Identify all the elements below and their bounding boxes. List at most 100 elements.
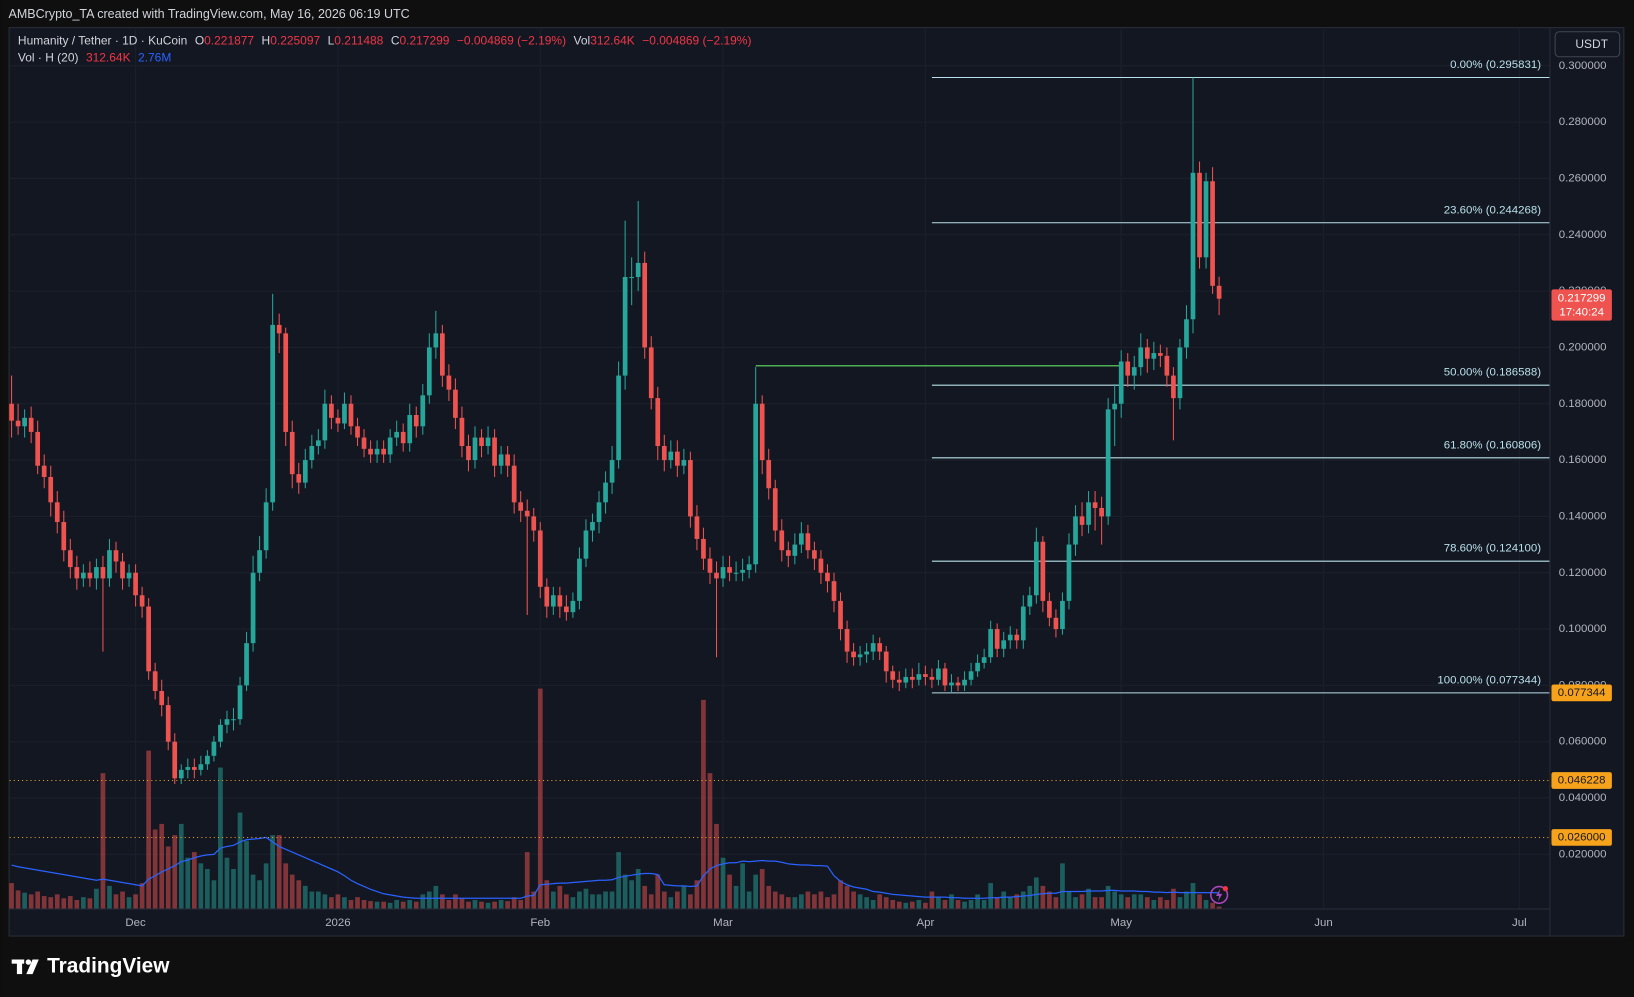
volume-bar <box>550 891 556 909</box>
candle-body <box>1197 172 1202 258</box>
volume-bar <box>1171 888 1176 909</box>
alert-icon[interactable] <box>1210 885 1229 905</box>
volume-bar <box>772 891 778 909</box>
candle-body <box>1203 181 1209 258</box>
candle-body <box>1020 606 1026 641</box>
y-tick-label: 0.040000 <box>1559 792 1607 804</box>
candle-body <box>916 674 922 680</box>
volume-bar <box>661 891 667 909</box>
x-tick-label: Mar <box>713 917 733 929</box>
candle-body <box>322 403 328 441</box>
candle-body <box>459 417 465 446</box>
candle-body <box>727 567 732 573</box>
price-box <box>1551 289 1612 321</box>
volume-bar <box>583 888 589 909</box>
volume-bar <box>1001 891 1007 909</box>
volume-bar <box>296 880 302 909</box>
candle-body <box>694 516 700 539</box>
candle-body <box>100 567 106 579</box>
candle-body <box>342 403 347 424</box>
candle-body <box>890 671 896 680</box>
candle-body <box>864 651 869 655</box>
volume-title: Vol · H (20) <box>18 51 79 65</box>
candle-body <box>374 448 380 455</box>
volume-bar <box>1079 894 1085 909</box>
volume-bar <box>785 897 791 909</box>
candle-body <box>74 567 80 579</box>
candle-body <box>492 437 497 466</box>
volume-bar <box>524 852 530 909</box>
volume-bar <box>498 899 504 909</box>
fib-axis-box <box>1551 684 1612 702</box>
volume-bar <box>916 899 922 909</box>
currency-box[interactable] <box>1554 31 1621 58</box>
candle-body <box>596 502 602 523</box>
countdown: 17:40:24 <box>1559 306 1604 318</box>
candle-body <box>35 431 41 466</box>
volume-bar <box>981 899 987 909</box>
volume-bar <box>537 688 543 909</box>
fib-axis-label: 0.077344 <box>1558 687 1606 699</box>
volume-bar <box>231 868 236 909</box>
candle-body <box>413 415 419 427</box>
volume-bar <box>1092 897 1098 909</box>
volume-bar <box>165 846 171 909</box>
candle-body <box>466 445 471 461</box>
candle-body <box>968 671 974 680</box>
volume-bar <box>688 894 693 909</box>
currency[interactable]: USDT <box>1575 37 1608 51</box>
y-tick-label: 0.200000 <box>1559 341 1607 353</box>
candle-body <box>714 572 719 579</box>
candle-body <box>1060 600 1065 630</box>
volume-bar <box>1014 894 1020 909</box>
volume-bar <box>113 894 119 909</box>
candles <box>9 77 1222 784</box>
volume-bar <box>511 897 517 909</box>
volume-bar <box>159 823 165 909</box>
x-tick-label: Feb <box>530 917 550 929</box>
volume-bar <box>1158 897 1163 909</box>
candle-body <box>583 530 589 559</box>
volume-bar <box>28 894 34 909</box>
volume-bar <box>472 899 478 909</box>
candle-body <box>387 437 393 455</box>
fib-label: 0.00% (0.295831) <box>1450 59 1541 71</box>
candle-body <box>165 705 171 742</box>
candle-body <box>1066 544 1072 601</box>
candle-body <box>1171 375 1176 399</box>
volume-bar <box>335 894 341 909</box>
volume-bar <box>629 880 635 909</box>
volume-bar <box>681 885 687 909</box>
volume-bar <box>988 883 994 909</box>
candle-body <box>1079 516 1085 525</box>
candle-body <box>753 403 759 565</box>
volume-bar <box>1190 883 1196 909</box>
candle-body <box>629 277 635 279</box>
volume-bar <box>348 899 354 909</box>
candle-body <box>975 662 980 672</box>
candle-body <box>420 395 426 427</box>
volume-bar <box>766 885 772 909</box>
candle-body <box>577 558 582 601</box>
candle-body <box>759 403 765 461</box>
hline-label: 0.046228 <box>1558 775 1606 787</box>
volume-bar <box>1112 891 1118 909</box>
volume-bar <box>779 894 785 909</box>
volume-bar <box>655 874 661 909</box>
volume-bar <box>1210 902 1215 909</box>
volume-bar <box>250 874 256 909</box>
volume-bar <box>962 901 967 909</box>
volume-bar <box>41 896 47 909</box>
logo-mark <box>11 959 39 975</box>
volume-bar <box>1216 906 1222 909</box>
volume-bar <box>929 891 935 909</box>
candle-body <box>1073 516 1078 545</box>
volume-bar <box>126 897 132 909</box>
volume-bar <box>622 874 628 909</box>
volume-bar <box>263 863 269 909</box>
candle-body <box>955 682 961 686</box>
candle-body <box>936 668 941 680</box>
volume-bar <box>1007 897 1013 909</box>
volume-bar <box>603 891 608 909</box>
